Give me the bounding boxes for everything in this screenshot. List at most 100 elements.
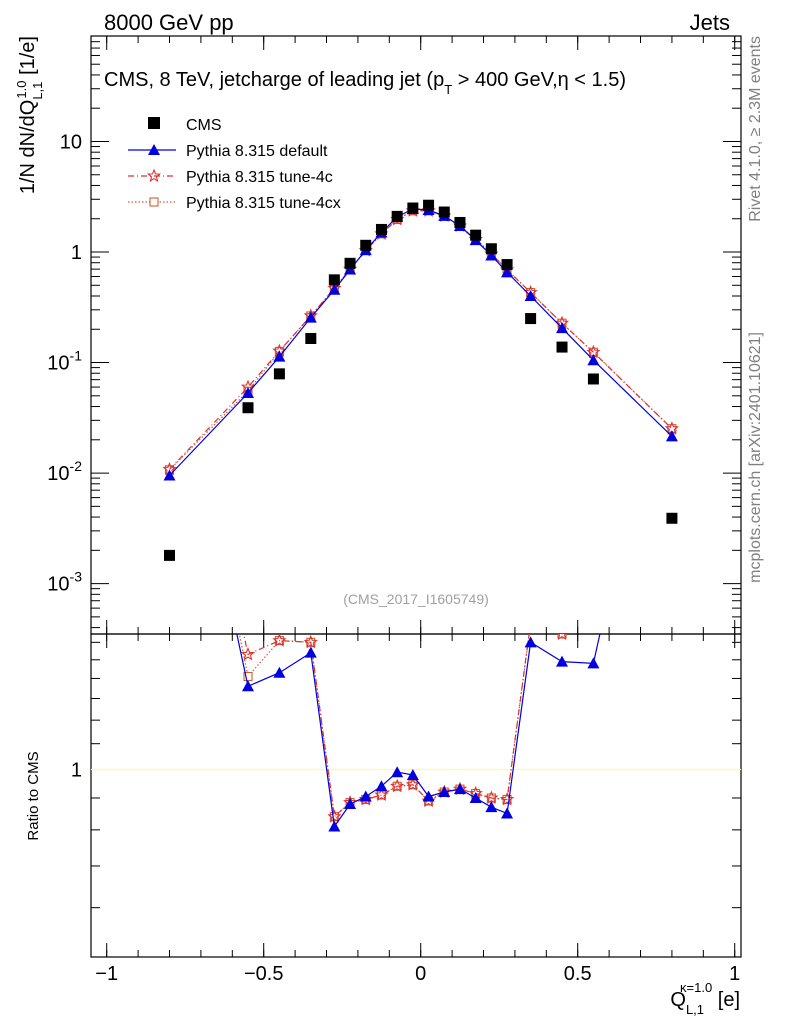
ratio-plot-series [164,257,678,832]
data-point-cms [407,202,419,214]
ratio-line-tune-4cx [238,634,564,818]
legend-marker-tune4cx [149,197,159,207]
data-point-cms [556,341,568,353]
data-point-cms [454,216,466,228]
data-point-cms [375,223,387,235]
x-axis-label: QL,1κ=1.0 [e] [670,980,740,1017]
data-point-cms [470,229,482,241]
y-tick-label: 1 [71,242,82,264]
data-point-cms [391,210,403,222]
data-point-default [242,387,255,399]
legend-label-cms: CMS [186,117,222,134]
data-point-cms [525,313,537,325]
ratio-point-default [406,768,419,780]
data-point-cms [344,257,356,269]
series-line-tune-4c [169,210,673,470]
data-point-cms [438,206,450,218]
ratio-point-tune-4c [164,279,175,290]
data-point-cms [164,549,176,561]
ratio-point-tune-4c [588,612,599,623]
ratio-panel-frame [90,633,742,958]
ratio-point-tune-4c [557,634,567,641]
ratio-point-default [453,783,466,795]
ratio-point-tune-4c [374,787,389,802]
data-point-cms [485,243,497,255]
data-point-cms [273,368,285,380]
data-point-cms [305,333,317,345]
ratio-point-tune-4c [240,646,256,661]
ratio-point-default [359,790,372,802]
series-line-default [169,208,673,476]
ratio-point-default [666,302,678,313]
legend-label-default: Pythia 8.315 default [186,143,328,160]
x-tick-label: −0.5 [244,963,283,985]
x-tick-label: 0.5 [564,963,592,985]
series-line-tune-4cx [169,210,673,471]
ratio-point-default [391,766,404,778]
data-point-default [344,263,357,275]
data-point-cms [328,274,340,286]
x-tick-label: 1 [729,963,740,985]
ratio-point-tune-4cx [527,619,535,627]
data-point-cms [242,402,254,414]
data-point-default [501,266,514,278]
ratio-point-default [344,798,357,810]
ratio-point-tune-4c [499,792,515,806]
header-right: Jets [690,10,730,35]
data-point-default [556,322,569,334]
y-tick-label: 10-3 [47,569,82,596]
legend: CMS Pythia 8.315 default Pythia 8.315 tu… [128,117,341,212]
ratio-y-tick-label: 1 [71,759,82,781]
ratio-point-default [485,801,498,813]
ratio-point-default [524,636,537,648]
ratio-point-default [242,680,255,692]
ratio-y-axis-label: Ratio to CMS [25,751,42,840]
legend-marker-cms [148,117,160,129]
y-tick-label: 10 [60,131,82,153]
plot-title: CMS, 8 TeV, jetcharge of leading jet (pT… [104,69,626,97]
data-point-cms [666,512,678,524]
ratio-point-default [438,786,451,798]
ratio-point-tune-4c [358,792,373,806]
ratio-point-tune-4c [390,778,405,793]
axis-ticks: −1 −0.5 0 0.5 1 10-3 10-2 10-1 1 10 1 [47,35,741,985]
legend-label-tune4cx: Pythia 8.315 tune-4cx [186,195,341,212]
x-tick-label: −1 [95,963,118,985]
ratio-point-tune-4c [525,617,536,628]
ratio-point-default [375,780,388,792]
ratio-point-tune-4c [327,809,342,823]
data-point-default [485,249,498,261]
analysis-id: (CMS_2017_I1605749) [343,591,489,607]
data-point-default [273,350,286,362]
ratio-point-default [164,312,176,323]
data-point-default [328,283,341,295]
data-point-default [665,430,678,442]
header-left: 8000 GeV pp [104,10,234,35]
legend-marker-default [148,144,160,155]
data-point-cms [587,373,599,385]
ratio-point-tune-4c [666,257,677,268]
ratio-point-default [469,791,482,803]
ratio-point-tune-4cx [589,614,597,622]
legend-marker-tune4c [146,168,162,183]
ratio-point-tune-4c [405,777,421,791]
ratio-line-tune-4c [243,634,564,818]
ratio-point-tune-4c [272,634,287,647]
data-point-default [524,289,537,301]
ratio-point-tune-4cx [166,285,174,293]
ratio-point-default [587,657,600,669]
main-plot-series [162,199,680,561]
x-tick-label: 0 [415,963,426,985]
data-point-default [304,311,317,323]
y-axis-label: 1/N dN/dQL,11.0 [1/e] [14,36,45,194]
ratio-point-default [556,655,569,667]
ratio-point-tune-4c [484,790,499,805]
y-tick-label: 10-2 [47,458,82,485]
side-label-bottom: mcplots.cern.ch [arXiv:2401.10621] [747,332,764,583]
ratio-point-default [328,820,341,832]
ratio-line-default [236,634,601,829]
ratio-point-default [501,807,514,819]
ratio-point-tune-4c [303,634,318,649]
ratio-point-default [422,790,435,802]
